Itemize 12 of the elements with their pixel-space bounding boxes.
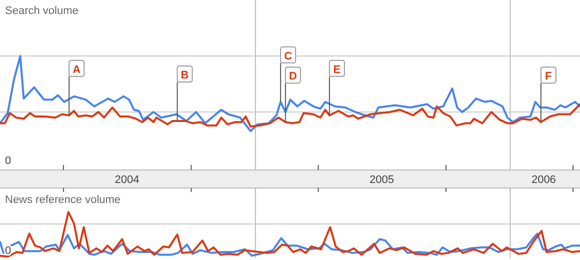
x-tick-label: 2004 (114, 174, 140, 186)
x-tick-label: 2005 (370, 174, 394, 186)
chart-title: Search volume (5, 5, 78, 17)
x-tick-label: 2006 (531, 174, 556, 186)
annotation: D (288, 70, 297, 83)
annotation: F (545, 70, 552, 83)
annotation: E (333, 64, 341, 76)
annotation: 0 (5, 155, 12, 167)
chart-title: News reference volume (5, 194, 121, 206)
annotation: B (180, 69, 189, 82)
annotation: C (284, 50, 292, 62)
annotation: A (72, 64, 81, 76)
